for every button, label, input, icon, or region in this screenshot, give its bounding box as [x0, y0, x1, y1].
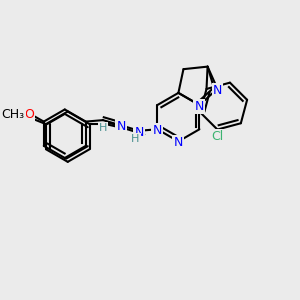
- Text: N: N: [213, 84, 222, 97]
- Text: N: N: [174, 136, 183, 149]
- Text: H: H: [131, 134, 140, 144]
- Text: O: O: [24, 108, 34, 121]
- Text: CH₃: CH₃: [1, 108, 24, 121]
- Text: N: N: [117, 120, 126, 134]
- Text: Cl: Cl: [211, 130, 224, 143]
- Text: N: N: [134, 126, 144, 139]
- Text: H: H: [99, 123, 107, 133]
- Text: O: O: [1, 108, 11, 121]
- Text: N: N: [195, 100, 204, 113]
- Text: N: N: [153, 124, 162, 137]
